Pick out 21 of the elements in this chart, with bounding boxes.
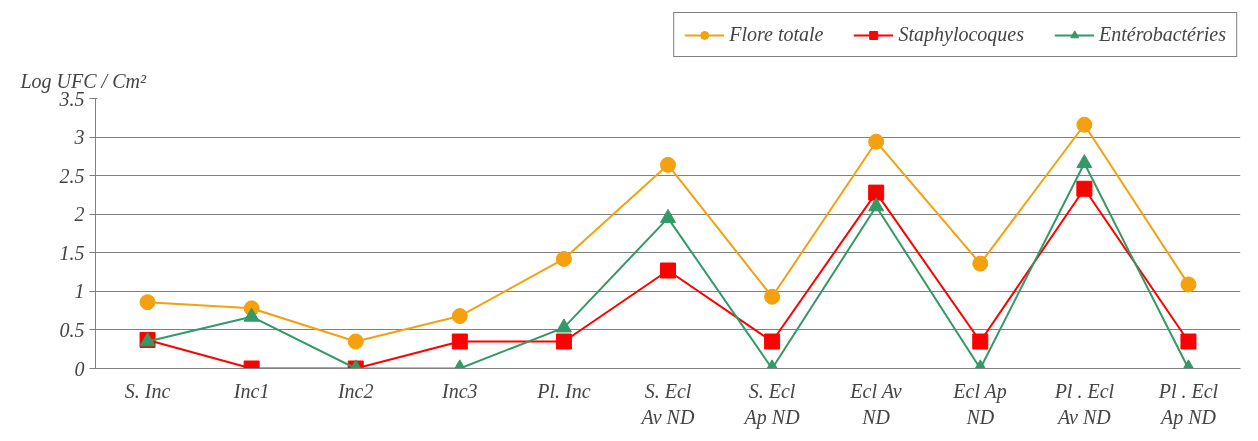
- y-tick-label: 2.5: [59, 164, 85, 187]
- legend-label: Entérobactéries: [1098, 23, 1226, 46]
- x-tick-label: Inc2: [336, 379, 374, 402]
- legend-label: Staphylocoques: [898, 23, 1024, 46]
- y-tick-label: 0.5: [59, 318, 85, 341]
- x-tick-label: S. Ecl Ap ND: [742, 379, 801, 429]
- y-tick-label: 1: [74, 280, 85, 303]
- x-tick-label: Ecl Av ND: [849, 379, 902, 428]
- y-tick-label: 1.5: [59, 241, 85, 264]
- x-tick-label: S. Inc: [124, 379, 171, 402]
- x-tick-label: Pl . Ecl Ap ND: [1157, 379, 1219, 429]
- legend-label: Flore totale: [729, 23, 824, 46]
- x-tick-label: Inc3: [441, 379, 478, 402]
- y-tick-label: 2: [74, 203, 85, 226]
- x-tick-label: Pl . Ecl Av ND: [1053, 379, 1115, 428]
- x-tick-label: Inc1: [232, 379, 270, 402]
- y-tick-label: 0: [74, 357, 85, 380]
- x-tick-label: Ecl Ap ND: [952, 379, 1007, 428]
- x-tick-label: Pl. Inc: [536, 379, 591, 402]
- y-tick-label: 3: [73, 126, 85, 149]
- x-tick-label: S. Ecl Av ND: [639, 379, 695, 428]
